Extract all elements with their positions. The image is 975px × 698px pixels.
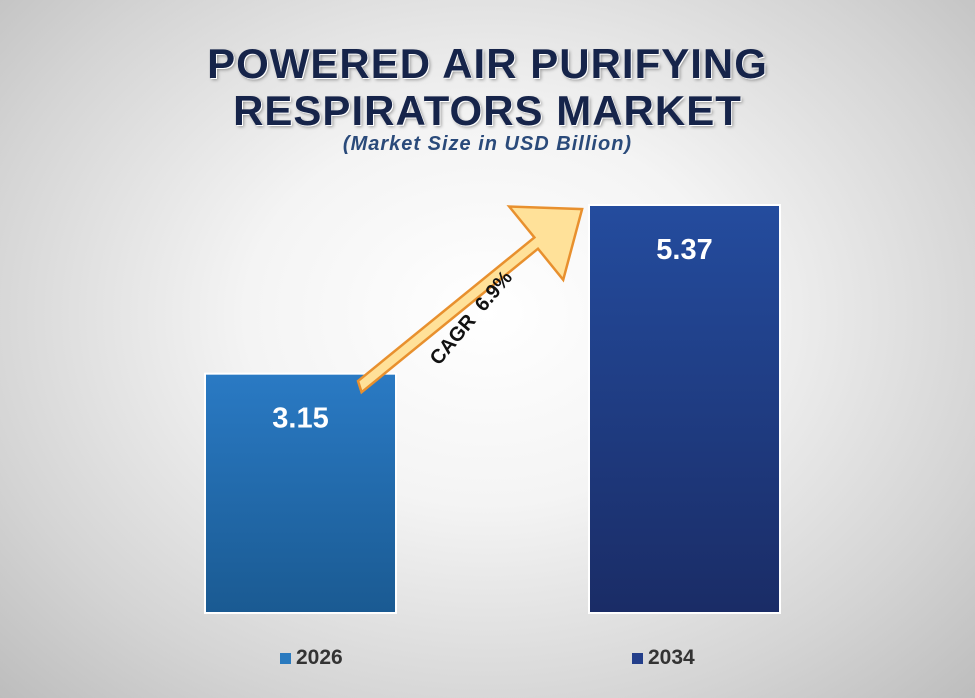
bar-2026-value-label: 3.15 [272,403,328,435]
legend-label-2026: 2026 [296,646,343,669]
bar-2034 [588,204,781,614]
bar-2026 [204,372,397,614]
legend-swatch-2034 [632,652,643,664]
legend-item-2034: 2034 [632,646,695,670]
legend-swatch-2026 [280,652,291,664]
cagr-arrow: CAGR 6.9% [356,205,584,395]
legend-label-2034: 2034 [648,646,695,669]
chart-title-line-1: POWERED AIR PURIFYING [207,40,768,87]
legend-item-2026: 2026 [280,646,343,670]
chart-subtitle: (Market Size in USD Billion) [342,133,633,155]
chart-title-line-2: RESPIRATORS MARKET [233,87,742,134]
bar-2034-value-label: 5.37 [656,234,712,266]
